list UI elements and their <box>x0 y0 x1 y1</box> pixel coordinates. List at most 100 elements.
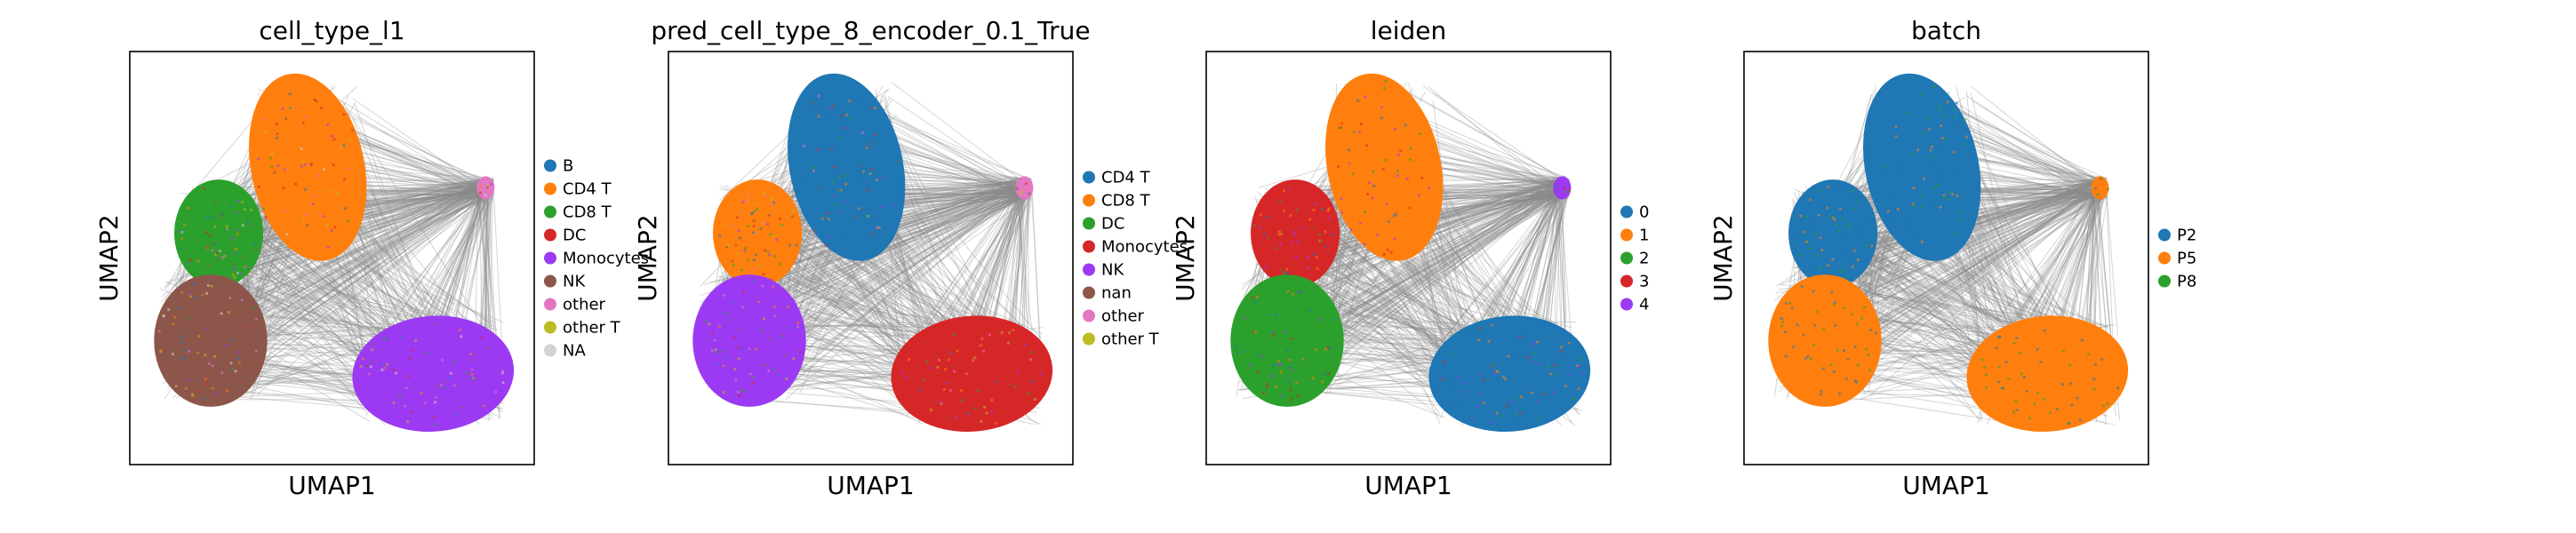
legend-item: CD8 T <box>544 203 612 222</box>
cluster-left-upper <box>713 179 803 288</box>
legend-label: P2 <box>2177 227 2196 245</box>
cluster-left-lower <box>1768 274 1882 407</box>
legend-item: P2 <box>2158 227 2196 245</box>
x-axis-label: UMAP1 <box>1902 471 1990 500</box>
cluster-bottom-right <box>352 315 515 433</box>
legend-item: other <box>1083 307 1145 326</box>
legend-label: CD4 T <box>563 180 612 199</box>
cluster-top-right-small <box>476 176 495 200</box>
legend-label: 1 <box>1639 227 1649 245</box>
legend-item: other T <box>1083 330 1160 349</box>
cluster-left-upper <box>174 179 264 288</box>
cluster-top-center <box>249 73 367 261</box>
cluster-bottom-right <box>1428 315 1591 433</box>
legend-item: B <box>544 157 573 176</box>
legend-item: 0 <box>1620 203 1649 222</box>
legend-item: NK <box>544 273 586 291</box>
legend-label: NK <box>1101 261 1124 280</box>
axes-frame <box>668 51 1074 465</box>
legend-label: 0 <box>1639 203 1649 222</box>
legend-marker <box>1083 194 1095 207</box>
legend-marker <box>544 182 556 195</box>
legend-marker <box>544 228 556 242</box>
panel-3: batch UMAP1 UMAP2 P2 P5 P8 <box>1708 16 2196 500</box>
legend-item: NA <box>544 342 586 361</box>
legend-marker <box>1620 205 1633 219</box>
cluster-top-right-small <box>2091 176 2110 200</box>
legend-item: NK <box>1083 261 1124 280</box>
legend-marker <box>544 298 556 311</box>
legend-marker <box>1083 171 1095 184</box>
legend-marker <box>544 321 556 334</box>
panel-1: pred_cell_type_8_encoder_0.1_True UMAP1 UM… <box>633 16 1188 500</box>
legend-label: NK <box>563 273 586 291</box>
cluster-left-lower <box>154 274 268 407</box>
legend: P2 P5 P8 <box>2158 227 2196 291</box>
legend-marker <box>1083 309 1095 322</box>
legend-label: NA <box>563 342 586 361</box>
legend-label: Monocytes <box>563 250 649 268</box>
legend-marker <box>1083 263 1095 276</box>
legend-item: DC <box>544 227 586 245</box>
legend-item: CD8 T <box>1083 192 1151 211</box>
legend-item: CD4 T <box>544 180 612 199</box>
legend-label: Monocytes <box>1101 238 1188 257</box>
legend: B CD4 T CD8 T DC Monocytes NK other other T NA <box>544 157 649 361</box>
legend-item: P8 <box>2158 273 2196 291</box>
legend-item: P5 <box>2158 250 2196 268</box>
panel-title: batch <box>1911 16 1981 45</box>
plot-area <box>1230 73 1591 433</box>
cluster-bottom-right <box>891 315 1053 433</box>
cluster-top-center <box>1325 73 1444 261</box>
legend-marker <box>544 159 556 172</box>
cluster-bottom-right <box>1966 315 2129 433</box>
panel-title: leiden <box>1371 16 1447 45</box>
legend-label: B <box>563 157 573 176</box>
legend-label: CD4 T <box>1101 169 1151 187</box>
y-axis-label: UMAP2 <box>1171 214 1200 302</box>
legend-marker <box>544 251 556 265</box>
legend-label: DC <box>1101 215 1124 234</box>
cluster-top-right-small <box>1015 176 1034 200</box>
legend-label: P8 <box>2177 273 2196 291</box>
panel-0: cell_type_l1 UMAP1 UMAP2 B CD4 T CD8 T DC Monoc… <box>94 16 649 500</box>
legend-label: 4 <box>1639 296 1649 314</box>
legend-marker <box>544 205 556 219</box>
legend-label: 2 <box>1639 250 1649 268</box>
legend-label: 3 <box>1639 273 1649 291</box>
legend-item: other T <box>544 319 621 338</box>
x-axis-label: UMAP1 <box>1364 471 1452 500</box>
legend-marker <box>1620 251 1633 265</box>
axes-frame <box>1743 51 2149 465</box>
legend-item: 2 <box>1620 250 1649 268</box>
cluster-left-upper <box>1251 179 1340 288</box>
cluster-left-upper <box>1788 179 1878 288</box>
legend-label: DC <box>563 227 586 245</box>
legend-marker <box>1620 298 1633 311</box>
panel-title: cell_type_l1 <box>259 16 404 45</box>
cluster-top-right-small <box>1553 176 1572 200</box>
legend-marker <box>1083 332 1095 346</box>
legend-marker <box>2158 274 2171 288</box>
axes-frame <box>129 51 535 465</box>
legend-label: other <box>563 296 606 314</box>
legend-label: CD8 T <box>563 203 612 222</box>
legend-item: Monocytes <box>1083 238 1188 257</box>
legend-item: Monocytes <box>544 250 649 268</box>
panel-title: pred_cell_type_8_encoder_0.1_True <box>651 16 1090 45</box>
legend-marker <box>1083 217 1095 230</box>
legend: CD4 T CD8 T DC Monocytes NK nan other other T <box>1083 169 1188 349</box>
legend-item: 4 <box>1620 296 1649 314</box>
legend-item: nan <box>1083 284 1132 303</box>
legend-label: other T <box>1101 330 1160 349</box>
legend-item: DC <box>1083 215 1124 234</box>
legend-label: nan <box>1101 284 1132 303</box>
legend-marker <box>1083 286 1095 299</box>
legend-marker <box>1620 274 1633 288</box>
panel-2: leiden UMAP1 UMAP2 0 1 2 3 4 <box>1171 16 1649 500</box>
y-axis-label: UMAP2 <box>633 214 662 302</box>
cluster-left-lower <box>1230 274 1344 407</box>
x-axis-label: UMAP1 <box>288 471 376 500</box>
plot-area <box>692 73 1053 433</box>
